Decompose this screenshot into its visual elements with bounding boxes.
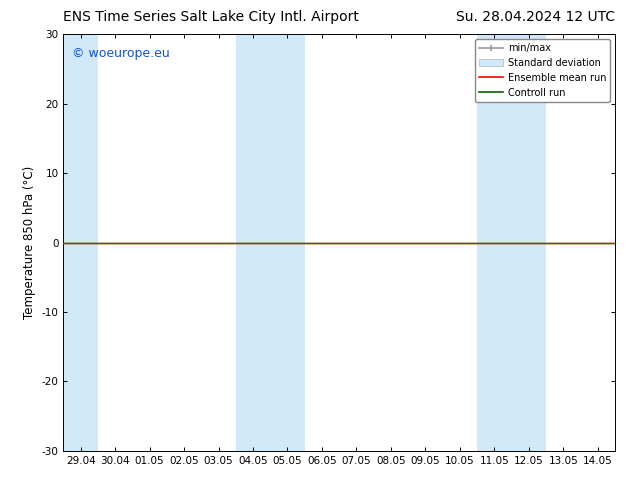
- Legend: min/max, Standard deviation, Ensemble mean run, Controll run: min/max, Standard deviation, Ensemble me…: [475, 39, 610, 101]
- Bar: [236, 34, 305, 451]
- Bar: [63, 34, 98, 451]
- Text: Su. 28.04.2024 12 UTC: Su. 28.04.2024 12 UTC: [456, 10, 615, 24]
- Bar: [477, 34, 546, 451]
- Text: ENS Time Series Salt Lake City Intl. Airport: ENS Time Series Salt Lake City Intl. Air…: [63, 10, 359, 24]
- Y-axis label: Temperature 850 hPa (°C): Temperature 850 hPa (°C): [23, 166, 36, 319]
- Text: © woeurope.eu: © woeurope.eu: [72, 47, 169, 60]
